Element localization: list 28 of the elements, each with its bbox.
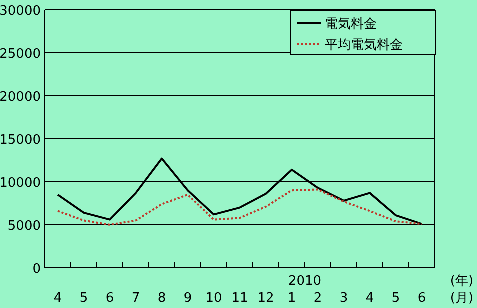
y-tick-label: 10000 [0, 176, 41, 191]
text: (月) [450, 291, 474, 306]
x-tick-label: 12 [258, 291, 274, 306]
y-tick-label: 15000 [0, 133, 41, 148]
x-tick-label: 6 [418, 291, 426, 306]
x-tick-label: 5 [392, 291, 400, 306]
y-tick-label: 20000 [0, 90, 41, 105]
x-tick-label: 7 [132, 291, 140, 306]
x-tick-label: 8 [158, 291, 166, 306]
x-tick-label: 4 [366, 291, 374, 306]
y-tick-label: 30000 [0, 4, 41, 19]
x-tick-label: 2 [314, 291, 322, 306]
legend-label: 電気料金 [325, 17, 377, 32]
legend-label: 平均電気料金 [325, 38, 403, 53]
x-tick-label: 11 [232, 291, 248, 306]
x-tick-label: 6 [106, 291, 114, 306]
text: (年) [450, 274, 474, 289]
y-tick-label: 25000 [0, 47, 41, 62]
x-tick-label: 9 [184, 291, 192, 306]
x-tick-label: 4 [54, 291, 62, 306]
text: 2010 [288, 274, 322, 289]
x-tick-label: 10 [206, 291, 222, 306]
x-tick-label: 5 [80, 291, 88, 306]
y-tick-label: 5000 [8, 219, 41, 234]
line-series [57, 188, 423, 226]
y-tick-label: 0 [32, 262, 41, 277]
x-tick-label: 3 [340, 291, 348, 306]
x-tick-label: 1 [288, 291, 296, 306]
